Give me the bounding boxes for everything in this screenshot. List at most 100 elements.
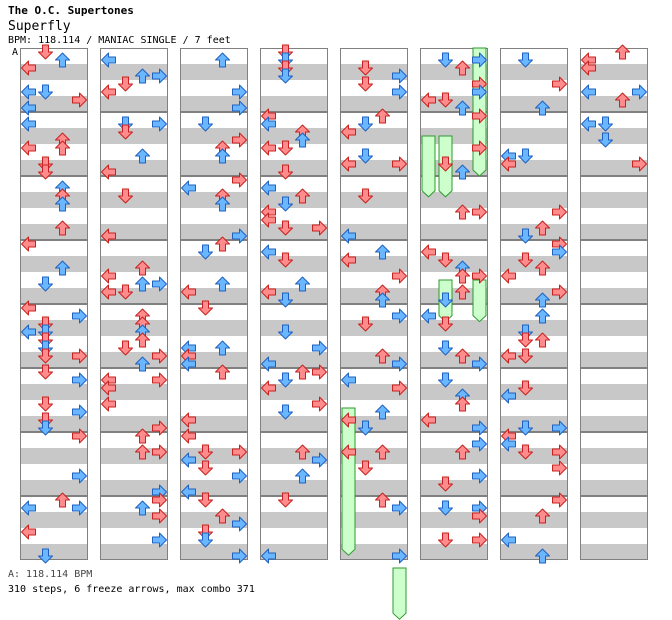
arrow-up-icon <box>135 428 150 444</box>
arrow-right-icon <box>152 116 167 132</box>
arrow-up-icon <box>535 220 550 236</box>
arrow-down-icon <box>278 68 293 84</box>
arrow-right-icon <box>72 308 87 324</box>
measure-border <box>260 176 328 240</box>
beat-stripe <box>500 544 568 560</box>
arrow-right-icon <box>552 204 567 220</box>
measure-border <box>420 48 488 112</box>
arrow-right-icon <box>552 492 567 508</box>
beat-stripe <box>340 256 408 272</box>
beat-stripe <box>180 256 248 272</box>
beat-stripe <box>180 64 248 80</box>
arrow-left-icon <box>21 116 36 132</box>
arrow-down-icon <box>438 52 453 68</box>
arrow-right-icon <box>152 508 167 524</box>
beat-stripe <box>100 544 168 560</box>
chart-info: BPM: 118.114 / MANIAC SINGLE / 7 feet <box>8 35 231 46</box>
beat-stripe <box>20 128 88 144</box>
beat-stripe <box>420 160 488 176</box>
arrow-down-icon <box>198 492 213 508</box>
freeze-arrow <box>472 279 487 323</box>
beat-stripe <box>580 448 648 464</box>
beat-stripe <box>420 224 488 240</box>
measure-border <box>20 496 88 560</box>
arrow-down-icon <box>438 372 453 388</box>
arrow-up-icon <box>295 188 310 204</box>
arrow-down-icon <box>278 492 293 508</box>
arrow-left-icon <box>101 164 116 180</box>
arrow-right-icon <box>552 444 567 460</box>
arrow-right-icon <box>552 420 567 436</box>
beat-stripe <box>260 352 328 368</box>
chart-column <box>180 48 248 560</box>
arrow-up-icon <box>535 100 550 116</box>
beat-stripe <box>580 416 648 432</box>
arrow-left-icon <box>261 116 276 132</box>
chart-column <box>100 48 168 560</box>
arrow-up-icon <box>455 284 470 300</box>
beat-stripe <box>340 128 408 144</box>
measure-border <box>340 496 408 560</box>
beat-stripe <box>100 128 168 144</box>
arrow-left-icon <box>421 92 436 108</box>
measure-border <box>580 304 648 368</box>
beat-stripe <box>100 384 168 400</box>
arrow-right-icon <box>472 468 487 484</box>
beat-stripe <box>260 384 328 400</box>
arrow-right-icon <box>472 420 487 436</box>
arrow-down-icon <box>518 252 533 268</box>
arrow-up-icon <box>215 148 230 164</box>
beat-stripe <box>420 64 488 80</box>
beat-stripe <box>180 96 248 112</box>
arrow-down-icon <box>438 292 453 308</box>
arrow-right-icon <box>232 172 247 188</box>
beat-stripe <box>100 352 168 368</box>
beat-stripe <box>100 96 168 112</box>
arrow-up-icon <box>55 220 70 236</box>
beat-stripe <box>20 448 88 464</box>
arrow-down-icon <box>278 404 293 420</box>
beat-stripe <box>180 416 248 432</box>
measure-border <box>20 176 88 240</box>
measure-border <box>180 48 248 112</box>
beat-stripe <box>500 160 568 176</box>
arrow-left-icon <box>501 436 516 452</box>
measure-border <box>420 240 488 304</box>
arrow-left-icon <box>21 236 36 252</box>
beat-stripe <box>500 288 568 304</box>
chart-column <box>260 48 328 560</box>
beat-stripe <box>340 352 408 368</box>
arrow-left-icon <box>101 268 116 284</box>
arrow-right-icon <box>152 348 167 364</box>
arrow-up-icon <box>215 340 230 356</box>
measure-border <box>340 112 408 176</box>
beat-stripe <box>260 288 328 304</box>
arrow-right-icon <box>312 396 327 412</box>
beat-stripe <box>180 160 248 176</box>
measure-border <box>580 240 648 304</box>
measure-border <box>420 432 488 496</box>
arrow-right-icon <box>232 132 247 148</box>
beat-stripe <box>260 320 328 336</box>
arrow-down-icon <box>278 196 293 212</box>
arrow-right-icon <box>392 356 407 372</box>
arrow-right-icon <box>392 548 407 564</box>
measure-border <box>260 304 328 368</box>
arrow-down-icon <box>38 164 53 180</box>
arrow-right-icon <box>232 468 247 484</box>
arrow-up-icon <box>215 364 230 380</box>
arrow-left-icon <box>101 284 116 300</box>
arrow-left-icon <box>101 396 116 412</box>
arrow-right-icon <box>72 468 87 484</box>
arrow-left-icon <box>181 180 196 196</box>
arrow-up-icon <box>135 500 150 516</box>
arrow-left-icon <box>421 244 436 260</box>
beat-stripe <box>340 288 408 304</box>
beat-stripe <box>500 96 568 112</box>
beat-stripe <box>20 544 88 560</box>
arrow-down-icon <box>518 420 533 436</box>
beat-stripe <box>180 224 248 240</box>
beat-stripe <box>260 224 328 240</box>
beat-stripe <box>500 128 568 144</box>
beat-stripe <box>500 192 568 208</box>
